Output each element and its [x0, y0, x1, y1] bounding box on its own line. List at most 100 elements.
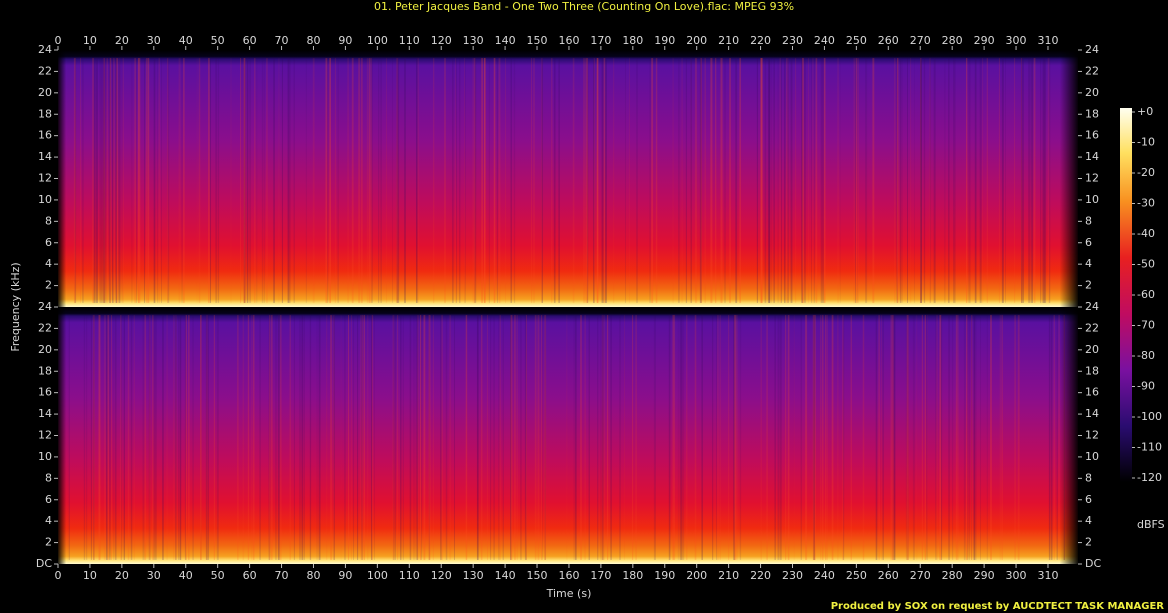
colorbar-tick-label: -30 [1137, 197, 1155, 210]
x-tick-label: 170 [590, 569, 611, 582]
edge-fade [58, 307, 1078, 564]
x-tick-label: 160 [558, 34, 579, 47]
x-tick-label: 110 [399, 34, 420, 47]
x-tick-label: 80 [306, 569, 320, 582]
x-tick-label: 110 [399, 569, 420, 582]
y-tick-label: 2 [45, 279, 52, 292]
x-tick-label: 40 [179, 34, 193, 47]
x-tick-label: 290 [974, 569, 995, 582]
y-tick-label: 20 [1085, 343, 1099, 356]
x-tick-label: 250 [846, 34, 867, 47]
y-tick-label: 20 [1085, 86, 1099, 99]
x-tick-label: 70 [275, 34, 289, 47]
x-tick-label: 90 [338, 34, 352, 47]
y-tick-label: 18 [1085, 107, 1099, 120]
y-tick-label: 22 [38, 64, 52, 77]
x-tick-label: 0 [55, 569, 62, 582]
x-tick-label: 60 [243, 34, 257, 47]
y-tick-label: 16 [1085, 386, 1099, 399]
y-tick-label: 4 [45, 257, 52, 270]
x-tick-label: 70 [275, 569, 289, 582]
x-tick-label: 10 [83, 34, 97, 47]
x-tick-label: 120 [431, 34, 452, 47]
x-tick-label: 180 [622, 34, 643, 47]
x-tick-label: 30 [147, 569, 161, 582]
colorbar [1120, 108, 1132, 482]
x-tick-label: 250 [846, 569, 867, 582]
y-tick-label: DC [1085, 557, 1101, 570]
x-tick-label: 280 [942, 34, 963, 47]
colorbar-tick-label: -60 [1137, 288, 1155, 301]
y-tick-label: 6 [45, 493, 52, 506]
y-tick-label: 2 [1085, 536, 1092, 549]
x-tick-label: 200 [686, 569, 707, 582]
y-tick-label: 12 [1085, 429, 1099, 442]
colorbar-tick-label: -70 [1137, 319, 1155, 332]
x-tick-label: 180 [622, 569, 643, 582]
x-tick-label: 270 [910, 569, 931, 582]
x-tick-label: 30 [147, 34, 161, 47]
x-tick-label: 140 [495, 34, 516, 47]
y-tick-label: 2 [1085, 279, 1092, 292]
colorbar-tick-label: -80 [1137, 349, 1155, 362]
x-tick-label: 40 [179, 569, 193, 582]
x-tick-label: 10 [83, 569, 97, 582]
y-tick-label: 18 [38, 107, 52, 120]
y-tick-label: 18 [38, 364, 52, 377]
colorbar-tick-label: -120 [1137, 471, 1162, 484]
x-tick-label: 140 [495, 569, 516, 582]
y-tick-label: 4 [1085, 514, 1092, 527]
y-tick-label: 14 [1085, 150, 1099, 163]
y-tick-label: 4 [45, 514, 52, 527]
y-tick-label: 6 [1085, 236, 1092, 249]
y-tick-label: 24 [38, 43, 52, 56]
x-tick-label: 160 [558, 569, 579, 582]
y-tick-label: 14 [38, 407, 52, 420]
y-tick-label: 8 [1085, 214, 1092, 227]
y-tick-label: 6 [1085, 493, 1092, 506]
y-tick-label: 12 [1085, 172, 1099, 185]
colorbar-tick-label: -110 [1137, 441, 1162, 454]
colorbar-tick-label: +0 [1137, 105, 1153, 118]
y-tick-label: 16 [1085, 129, 1099, 142]
x-tick-label: 190 [654, 569, 675, 582]
colorbar-tick-label: -100 [1137, 410, 1162, 423]
x-tick-label: 130 [463, 34, 484, 47]
x-axis-label: Time (s) [546, 587, 592, 600]
y-tick-label: 10 [38, 450, 52, 463]
y-tick-label: DC [36, 557, 52, 570]
x-tick-label: 50 [211, 34, 225, 47]
y-tick-label: 12 [38, 429, 52, 442]
x-tick-label: 20 [115, 34, 129, 47]
y-tick-label: 8 [45, 471, 52, 484]
x-tick-label: 210 [718, 34, 739, 47]
colorbar-tick-label: -90 [1137, 380, 1155, 393]
colorbar-tick-label: -40 [1137, 227, 1155, 240]
colorbar-tick-label: -50 [1137, 258, 1155, 271]
colorbar-label: dBFS [1137, 518, 1165, 531]
x-tick-label: 310 [1037, 34, 1058, 47]
y-tick-label: 22 [1085, 64, 1099, 77]
x-tick-label: 300 [1006, 34, 1027, 47]
y-tick-label: 14 [38, 150, 52, 163]
x-tick-label: 220 [750, 34, 771, 47]
y-tick-label: 20 [38, 86, 52, 99]
x-tick-label: 130 [463, 569, 484, 582]
x-tick-label: 80 [306, 34, 320, 47]
x-tick-label: 230 [782, 569, 803, 582]
x-tick-label: 240 [814, 569, 835, 582]
x-tick-label: 210 [718, 569, 739, 582]
x-tick-label: 100 [367, 34, 388, 47]
y-tick-label: 20 [38, 343, 52, 356]
y-tick-label: 2 [45, 536, 52, 549]
y-tick-label: 8 [1085, 471, 1092, 484]
y-tick-label: 10 [1085, 450, 1099, 463]
x-tick-label: 20 [115, 569, 129, 582]
y-tick-label: 6 [45, 236, 52, 249]
x-tick-label: 310 [1037, 569, 1058, 582]
y-tick-label: 18 [1085, 364, 1099, 377]
x-tick-label: 0 [55, 34, 62, 47]
x-tick-label: 170 [590, 34, 611, 47]
y-tick-label: 22 [38, 321, 52, 334]
y-tick-label: 10 [1085, 193, 1099, 206]
